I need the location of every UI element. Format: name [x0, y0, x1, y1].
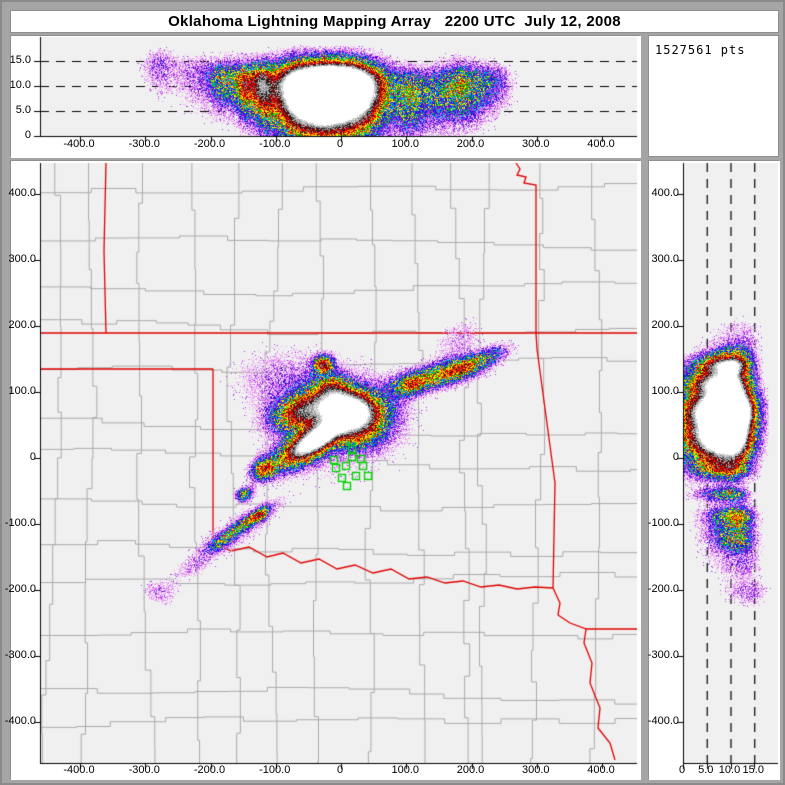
tick-label: -400.0: [4, 714, 36, 727]
tick-label: 5.0: [15, 104, 31, 116]
tick-label: 200.0: [8, 319, 36, 332]
tick-label: -200.0: [4, 582, 36, 595]
tick-label: 100.0: [8, 385, 36, 398]
title-bar: Oklahoma Lightning Mapping Array 2200 UT…: [10, 10, 779, 33]
stats-panel: 1527561 pts: [648, 35, 779, 157]
tick-label: -400.0: [647, 714, 679, 727]
tick-label: 300.0: [651, 253, 679, 266]
points-count: 1527561 pts: [655, 43, 746, 57]
tick-label: -100.0: [259, 764, 291, 776]
tick-label: -100.0: [647, 516, 679, 529]
tick-label: 400.0: [651, 187, 679, 200]
tick-label: 300.0: [521, 764, 550, 776]
tick-label: -300.0: [647, 648, 679, 661]
tick-label: -200.0: [647, 582, 679, 595]
tick-label: -300.0: [128, 764, 160, 776]
page-title: Oklahoma Lightning Mapping Array 2200 UT…: [168, 13, 621, 30]
tick-label: 100.0: [391, 138, 420, 150]
tick-label: 200.0: [651, 319, 679, 332]
tick-label: 200.0: [456, 138, 485, 150]
tick-label: -100.0: [4, 516, 36, 529]
alt-ns-panel: [648, 160, 780, 780]
tick-label: 15.0: [9, 54, 31, 66]
tick-label: -400.0: [63, 764, 95, 776]
tick-label: 100.0: [391, 764, 420, 776]
tick-label: -300.0: [4, 648, 36, 661]
tick-label: -400.0: [63, 138, 95, 150]
tick-label: 0: [24, 129, 31, 141]
tick-label: 0: [336, 138, 344, 150]
tick-label: -100.0: [259, 138, 291, 150]
tick-label: 0: [29, 451, 36, 463]
tick-label: 400.0: [587, 764, 615, 776]
tick-label: 0: [336, 764, 344, 776]
tick-label: -200.0: [193, 764, 226, 776]
tick-label: -300.0: [128, 138, 160, 150]
map-panel: [10, 160, 641, 780]
tick-label: 100.0: [651, 385, 679, 398]
tick-label: 200.0: [456, 764, 485, 776]
plan-view-map[interactable]: [11, 161, 641, 780]
tick-label: 0: [672, 451, 679, 463]
alt-ew-panel: [10, 35, 641, 158]
tick-label: 0: [678, 764, 686, 776]
tick-label: -200.0: [193, 138, 226, 150]
tick-label: 10.0: [9, 79, 31, 91]
alt-ew-density-plot[interactable]: [11, 36, 641, 158]
tick-label: 5.0: [698, 764, 714, 776]
tick-label: 10.0: [718, 764, 741, 776]
tick-label: 15.0: [742, 764, 764, 776]
tick-label: 300.0: [521, 138, 550, 150]
alt-ns-density-plot[interactable]: [649, 161, 780, 780]
tick-label: 400.0: [587, 138, 615, 150]
tick-label: 300.0: [8, 253, 36, 266]
tick-label: 400.0: [8, 187, 36, 200]
